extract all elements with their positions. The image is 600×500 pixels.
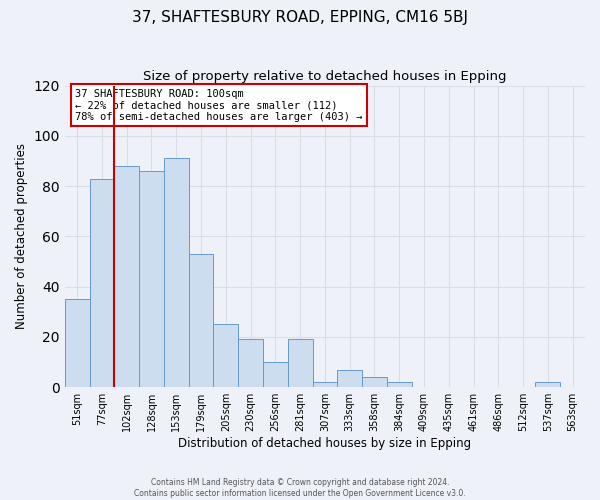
Bar — [139, 171, 164, 387]
Bar — [115, 166, 139, 387]
Bar — [535, 382, 560, 387]
Text: 37 SHAFTESBURY ROAD: 100sqm
← 22% of detached houses are smaller (112)
78% of se: 37 SHAFTESBURY ROAD: 100sqm ← 22% of det… — [75, 88, 362, 122]
Title: Size of property relative to detached houses in Epping: Size of property relative to detached ho… — [143, 70, 506, 83]
Bar — [337, 370, 362, 387]
Bar — [263, 362, 288, 387]
Bar — [387, 382, 412, 387]
Bar — [164, 158, 188, 387]
X-axis label: Distribution of detached houses by size in Epping: Distribution of detached houses by size … — [178, 437, 472, 450]
Bar — [214, 324, 238, 387]
Bar — [188, 254, 214, 387]
Bar — [65, 299, 89, 387]
Text: 37, SHAFTESBURY ROAD, EPPING, CM16 5BJ: 37, SHAFTESBURY ROAD, EPPING, CM16 5BJ — [132, 10, 468, 25]
Y-axis label: Number of detached properties: Number of detached properties — [15, 144, 28, 330]
Bar — [89, 178, 115, 387]
Bar — [362, 377, 387, 387]
Bar — [238, 340, 263, 387]
Bar — [288, 340, 313, 387]
Bar — [313, 382, 337, 387]
Text: Contains HM Land Registry data © Crown copyright and database right 2024.
Contai: Contains HM Land Registry data © Crown c… — [134, 478, 466, 498]
